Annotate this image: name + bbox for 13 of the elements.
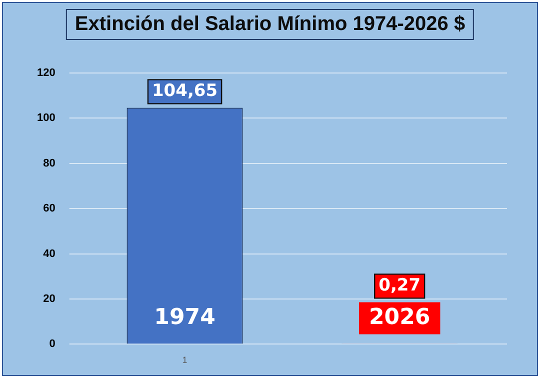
- y-tick-label: 20: [43, 293, 56, 306]
- data-label: 104,65: [152, 81, 218, 102]
- data-label: 0,27: [378, 276, 421, 296]
- chart-title: Extinción del Salario Mínimo 1974-2026 $: [66, 9, 474, 40]
- y-tick-label: 0: [49, 338, 56, 350]
- x-tick-label: 1: [182, 355, 188, 366]
- y-tick-label: 60: [43, 202, 56, 215]
- y-tick-label: 40: [43, 248, 56, 260]
- y-tick-label: 100: [36, 112, 56, 124]
- series-label: 1974: [154, 304, 216, 330]
- y-tick-label: 80: [43, 157, 56, 170]
- legend-label: 2026: [368, 304, 430, 330]
- y-tick-label: 120: [36, 67, 56, 80]
